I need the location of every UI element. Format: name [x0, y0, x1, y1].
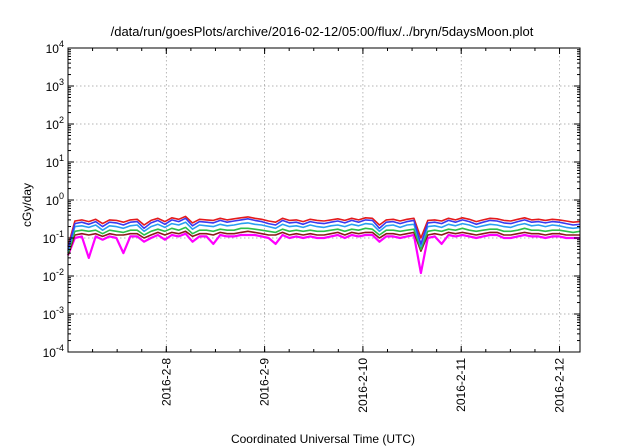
x-axis: 2016-2-8 2016-2-9 2016-2-10 2016-2-11 2016-2…: [67, 48, 567, 413]
x-tick-label: 2016-2-11: [454, 358, 468, 412]
y-tick-label: 102: [46, 115, 64, 132]
series-line: [67, 217, 581, 250]
series-line: [66, 232, 580, 275]
series-line: [67, 221, 581, 252]
x-tick-label: 2016-2-8: [159, 358, 173, 406]
y-axis: 10-4 10-3 10-2 10-1 100 101 102 103 104: [43, 39, 580, 360]
series-line: [67, 226, 581, 254]
series-layer: [66, 215, 581, 275]
y-tick-label: 100: [46, 191, 64, 208]
series-line: [67, 215, 581, 247]
y-tick-label: 10-2: [43, 267, 64, 284]
y-tick-label: 103: [46, 77, 64, 94]
chart-title: /data/run/goesPlots/archive/2016-02-12/0…: [111, 24, 534, 39]
x-axis-label: Coordinated Universal Time (UTC): [231, 432, 415, 446]
x-tick-label: 2016-2-10: [356, 358, 370, 413]
x-tick-label: 2016-2-12: [553, 358, 567, 413]
y-axis-label: cGy/day: [20, 183, 34, 227]
series-line: [67, 230, 580, 256]
y-tick-label: 10-3: [43, 305, 64, 322]
y-tick-label: 10-4: [43, 343, 64, 360]
x-tick-label: 2016-2-9: [258, 358, 272, 406]
y-tick-label: 104: [46, 39, 64, 56]
grid: [68, 48, 580, 352]
y-tick-label: 101: [46, 153, 64, 170]
y-tick-label: 10-1: [43, 229, 64, 246]
